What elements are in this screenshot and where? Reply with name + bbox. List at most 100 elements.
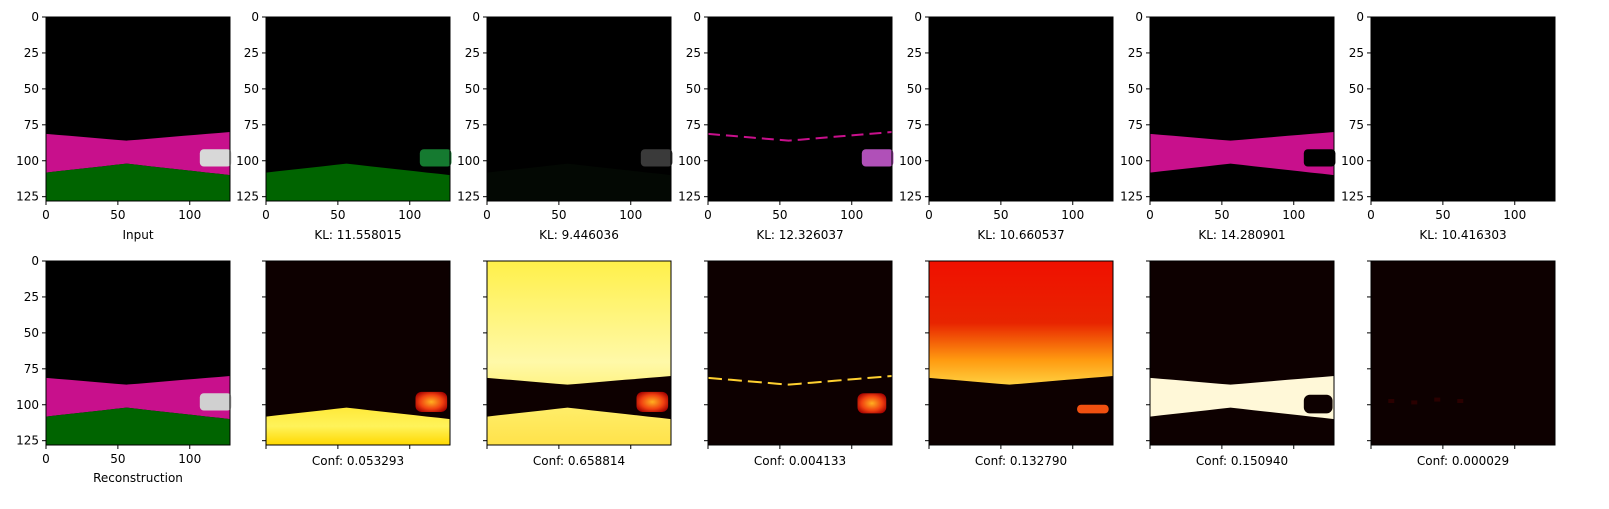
- axes-frame: [1370, 260, 1556, 446]
- axes-frame: [1149, 260, 1335, 446]
- x-tick-label: 100: [619, 208, 642, 222]
- car-region: [1303, 149, 1336, 167]
- x-tick-label: 50: [330, 208, 345, 222]
- top-panel-3: 0 50 100 0 25 50 75 100 125 KL: 12.326037: [678, 10, 894, 242]
- axes-frame: [486, 260, 672, 446]
- y-tick-label: 100: [16, 154, 39, 168]
- bottom-panel-4: Conf: 0.132790: [925, 260, 1114, 468]
- panel-caption: KL: 9.446036: [539, 228, 619, 242]
- axes-frame: [1370, 16, 1556, 202]
- panel-caption: Conf: 0.004133: [754, 454, 846, 468]
- x-tick-label: 50: [1435, 208, 1450, 222]
- x-tick-label: 50: [110, 452, 125, 466]
- road-region: [1150, 132, 1334, 176]
- bottom-panel-5: Conf: 0.150940: [1146, 260, 1335, 468]
- heat-speck: [1388, 399, 1395, 403]
- heat-speck: [1434, 397, 1441, 402]
- x-tick-label: 0: [1146, 208, 1154, 222]
- y-tick-label: 125: [16, 190, 39, 204]
- panel-caption: KL: 12.326037: [756, 228, 843, 242]
- y-tick-label: 75: [244, 118, 259, 132]
- y-tick-label: 25: [1349, 46, 1364, 60]
- heat-car: [857, 393, 887, 414]
- x-tick-label: 50: [772, 208, 787, 222]
- road-region: [46, 376, 230, 420]
- y-tick-label: 100: [16, 398, 39, 412]
- panel-caption: KL: 10.416303: [1419, 228, 1506, 242]
- y-tick-label: 125: [16, 434, 39, 448]
- x-tick-label: 0: [42, 208, 50, 222]
- axes-frame: [1149, 16, 1335, 202]
- y-tick-label: 125: [236, 190, 259, 204]
- axes-frame: [45, 16, 231, 202]
- x-tick-label: 100: [178, 452, 201, 466]
- x-tick-label: 0: [42, 452, 50, 466]
- y-tick-label: 100: [1120, 154, 1143, 168]
- heat-road: [487, 376, 671, 420]
- panel-caption: Conf: 0.000029: [1417, 454, 1509, 468]
- y-tick-label: 25: [686, 46, 701, 60]
- road-edge-line: [707, 131, 893, 142]
- heatmap-background: [708, 261, 892, 445]
- y-tick-label: 50: [907, 82, 922, 96]
- y-tick-label: 50: [24, 82, 39, 96]
- car-region: [861, 149, 894, 167]
- y-tick-label: 0: [472, 10, 480, 24]
- y-tick-label: 125: [457, 190, 480, 204]
- axes-frame: [45, 260, 231, 446]
- bottom-row-panels: 0 50 100 0 25 50 75 100 125 Reconstruction Conf: 0…: [16, 254, 1556, 485]
- x-tick-label: 100: [178, 208, 201, 222]
- top-panel-4: 0 50 100 0 25 50 75 100 125 KL: 10.660537: [899, 10, 1114, 242]
- image-background: [1371, 17, 1555, 201]
- bottom-panel-2: Conf: 0.658814: [483, 260, 672, 468]
- x-tick-label: 100: [1061, 208, 1084, 222]
- heat-road: [1150, 376, 1334, 420]
- x-tick-label: 50: [1214, 208, 1229, 222]
- heat-line: [707, 375, 893, 386]
- heat-sky: [929, 261, 1113, 385]
- axes-frame: [486, 16, 672, 202]
- top-panel-2: 0 50 100 0 25 50 75 100 125 KL: 9.446036: [457, 10, 673, 242]
- y-tick-label: 50: [465, 82, 480, 96]
- y-tick-label: 25: [24, 46, 39, 60]
- y-tick-label: 75: [686, 118, 701, 132]
- top-row-panels: 0 50 100 0 25 50 75 100 125 Input 0 50 100 0 25 50 75 100…: [16, 10, 1556, 242]
- car-region: [199, 149, 232, 167]
- x-tick-label: 100: [1503, 208, 1526, 222]
- heat-speck: [1411, 400, 1418, 405]
- image-background: [1150, 17, 1334, 201]
- y-tick-label: 125: [1341, 190, 1364, 204]
- y-tick-label: 125: [678, 190, 701, 204]
- x-tick-label: 100: [398, 208, 421, 222]
- y-tick-label: 25: [244, 46, 259, 60]
- top-panel-0: 0 50 100 0 25 50 75 100 125 Input: [16, 10, 232, 242]
- x-tick-label: 0: [1367, 208, 1375, 222]
- panel-caption: Conf: 0.053293: [312, 454, 404, 468]
- y-tick-label: 100: [678, 154, 701, 168]
- panel-caption: Reconstruction: [93, 471, 183, 485]
- heat-ground: [266, 407, 450, 445]
- heat-speck: [1457, 399, 1464, 403]
- panel-caption: KL: 14.280901: [1198, 228, 1285, 242]
- y-tick-label: 0: [1135, 10, 1143, 24]
- y-tick-label: 0: [693, 10, 701, 24]
- y-tick-label: 125: [899, 190, 922, 204]
- top-panel-6: 0 50 100 0 25 50 75 100 125 KL: 10.416303: [1341, 10, 1556, 242]
- y-tick-label: 100: [899, 154, 922, 168]
- heat-car: [636, 391, 669, 412]
- road-region: [46, 132, 230, 176]
- x-tick-label: 0: [704, 208, 712, 222]
- heatmap-background: [1371, 261, 1555, 445]
- x-tick-label: 50: [110, 208, 125, 222]
- y-tick-label: 0: [31, 10, 39, 24]
- y-tick-label: 75: [1349, 118, 1364, 132]
- axes-frame: [928, 260, 1114, 446]
- y-tick-label: 25: [907, 46, 922, 60]
- heat-car: [1303, 394, 1333, 414]
- top-panel-1: 0 50 100 0 25 50 75 100 125 KL: 11.558015: [236, 10, 452, 242]
- axes-frame: [265, 16, 451, 202]
- x-tick-label: 0: [262, 208, 270, 222]
- axes-frame: [265, 260, 451, 446]
- panel-caption: Conf: 0.658814: [533, 454, 625, 468]
- top-panel-5: 0 50 100 0 25 50 75 100 125 KL: 14.280901: [1120, 10, 1336, 242]
